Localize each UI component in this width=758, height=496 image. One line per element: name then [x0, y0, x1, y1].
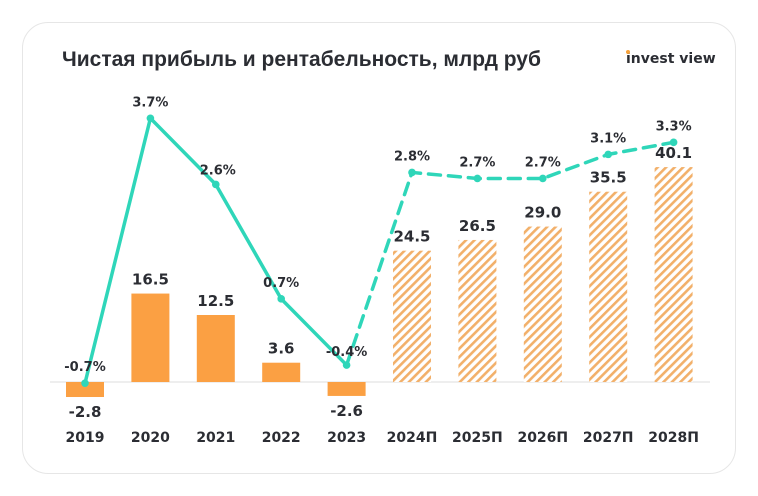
bar-label-2028П: 40.1 — [655, 144, 692, 162]
x-tick-2023: 2023 — [327, 430, 366, 446]
bar-label-2021: 12.5 — [197, 292, 234, 310]
x-tick-2028П: 2028П — [648, 430, 699, 446]
bar-2025П — [458, 239, 497, 382]
margin-label-2019: -0.7% — [64, 360, 105, 375]
margin-point-2024П — [408, 168, 416, 177]
x-tick-2027П: 2027П — [583, 430, 634, 446]
x-tick-2025П: 2025П — [452, 430, 503, 446]
margin-label-2021: 2.6% — [200, 163, 236, 178]
bar-2020 — [131, 293, 170, 382]
chart-card — [22, 22, 736, 474]
margin-label-2023: -0.4% — [326, 345, 367, 360]
margin-point-2028П — [669, 138, 678, 147]
x-tick-2024П: 2024П — [387, 430, 438, 446]
margin-label-2026П: 2.7% — [525, 155, 561, 170]
bar-2024П — [393, 250, 431, 382]
margin-label-2022: 0.7% — [263, 276, 299, 291]
bar-label-2025П: 26.5 — [459, 217, 496, 235]
margin-label-2027П: 3.1% — [590, 131, 626, 146]
margin-label-2020: 3.7% — [132, 95, 168, 110]
margin-line-forecast — [344, 140, 676, 367]
bar-label-2027П: 35.5 — [590, 169, 627, 187]
margin-point-2020 — [146, 114, 155, 123]
logo-dot-icon — [626, 50, 630, 54]
bar-label-2020: 16.5 — [132, 271, 169, 289]
bar-2022 — [262, 362, 301, 382]
bar-2021 — [196, 315, 235, 382]
bar-label-2026П: 29.0 — [524, 204, 561, 222]
x-tick-2026П: 2026П — [517, 430, 568, 446]
margin-point-2023 — [342, 361, 351, 369]
margin-label-2024П: 2.8% — [394, 149, 430, 164]
x-tick-2020: 2020 — [131, 430, 170, 446]
bar-2028П — [654, 167, 693, 382]
bar-label-2023: -2.6 — [330, 402, 363, 420]
margin-point-2027П — [604, 150, 612, 159]
bar-2023 — [327, 382, 366, 396]
margin-label-2028П: 3.3% — [656, 119, 692, 134]
bar-label-2022: 3.6 — [268, 340, 295, 358]
bar-label-2024П: 24.5 — [393, 228, 430, 246]
chart-title: Чистая прибыль и рентабельность, млрд ру… — [62, 48, 541, 71]
bar-2019 — [66, 382, 104, 398]
x-tick-2019: 2019 — [66, 430, 105, 446]
x-tick-2021: 2021 — [196, 430, 235, 446]
margin-label-2025П: 2.7% — [459, 155, 495, 170]
margin-point-2021 — [212, 180, 220, 189]
bar-2027П — [589, 191, 628, 382]
margin-point-2022 — [277, 295, 286, 303]
x-tick-2022: 2022 — [262, 430, 301, 446]
bar-label-2019: -2.8 — [69, 403, 102, 421]
bar-2026П — [523, 226, 562, 382]
margin-point-2026П — [539, 174, 547, 183]
margin-point-2019 — [81, 379, 89, 387]
margin-point-2025П — [473, 174, 482, 183]
invest-view-logo: invest view — [626, 51, 716, 67]
